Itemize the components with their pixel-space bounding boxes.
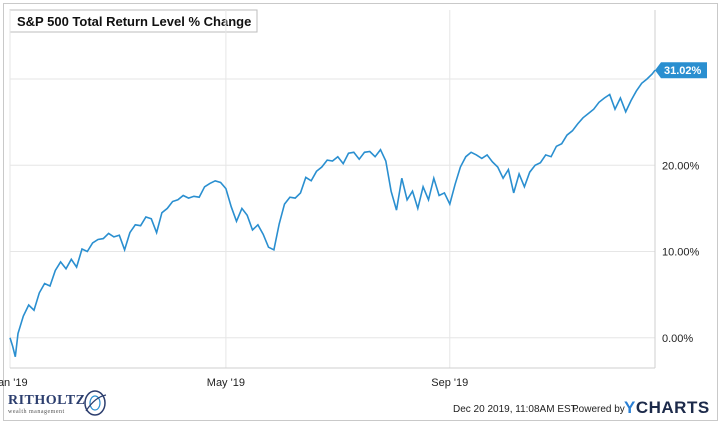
end-value-badge-shape xyxy=(655,62,707,79)
logo-name: RITHOLTZ xyxy=(8,393,86,408)
x-tick-label: May '19 xyxy=(207,377,245,389)
ycharts-logo: YCHARTS xyxy=(624,398,710,418)
grid xyxy=(9,10,656,369)
y-ticks: 0.00% 10.00% 20.00% xyxy=(662,160,700,345)
y-tick-label: 0.00% xyxy=(662,333,693,345)
powered-by-label: Powered by xyxy=(572,404,625,415)
series-line xyxy=(9,69,656,357)
x-tick-label: Sep '19 xyxy=(431,377,468,389)
y-tick-label: 20.00% xyxy=(662,160,700,172)
y-tick-label: 10.00% xyxy=(662,247,700,259)
logo-tagline: wealth management xyxy=(8,409,65,415)
end-value-badge: 31.02% xyxy=(655,62,707,79)
chart-title: S&P 500 Total Return Level % Change xyxy=(17,14,251,29)
timestamp: Dec 20 2019, 11:08AM EST. xyxy=(453,404,579,415)
x-ticks: Jan '19 May '19 Sep '19 xyxy=(0,377,468,389)
logo-emblem-icon xyxy=(84,390,107,416)
ycharts-logo-y: Y xyxy=(624,398,636,417)
x-tick-label: Jan '19 xyxy=(0,377,28,389)
ritholtz-logo: RITHOLTZ wealth management xyxy=(8,390,108,421)
chart-frame xyxy=(3,3,718,421)
ycharts-logo-rest: CHARTS xyxy=(635,398,710,417)
end-value-label: 31.02% xyxy=(664,65,702,77)
